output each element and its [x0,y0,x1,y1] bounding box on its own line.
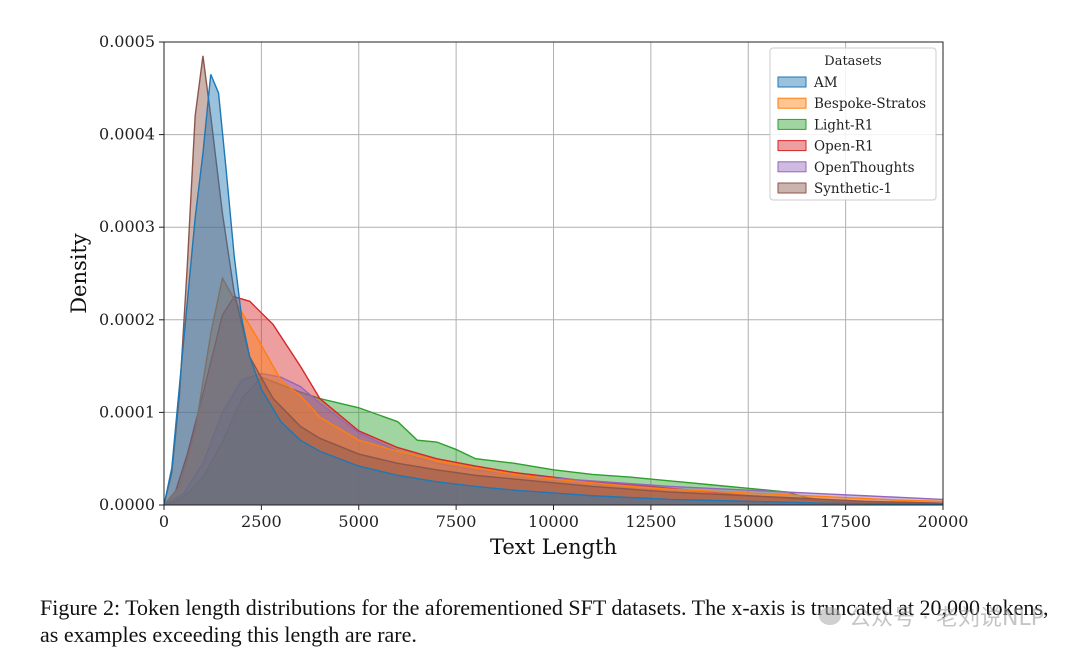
x-tick-label: 2500 [241,512,282,531]
legend-title: Datasets [824,54,881,69]
x-tick-label: 15000 [723,512,774,531]
x-tick-label: 12500 [625,512,676,531]
legend-swatch-bespoke-stratos [777,97,807,109]
series-area-open-r1 [164,296,943,505]
series-area-bespoke-stratos [164,278,943,505]
density-chart: 0 2500 5000 7500 10000 12500 15000 17500 20000 0.… [67,32,968,559]
legend-label-am: AM [813,75,838,91]
legend-box [769,47,937,201]
legend-label-light-r1: Light-R1 [814,117,873,133]
x-tick-label: 7500 [436,512,477,531]
legend-label-bespoke-stratos: Bespoke-Stratos [814,96,926,112]
series-area-synthetic-1 [164,55,943,505]
legend-swatch-light-r1 [777,118,807,130]
watermark-text: 公众号 · 老刘说NLP [849,606,1044,631]
y-tick-label: 0.0000 [99,495,155,514]
legend-label-openthoughts: OpenThoughts [814,160,915,176]
x-tick-label: 0 [159,512,169,531]
y-tick-label: 0.0005 [99,32,155,51]
y-tick-label: 0.0002 [99,310,155,329]
series-line-light-r1 [163,376,944,506]
figure-caption: Figure 2: Token length distributions for… [40,595,1049,647]
series-line-bespoke-stratos [163,276,944,506]
legend-swatch-am [777,76,807,88]
x-tick-label: 20000 [918,512,969,531]
legend-swatch-open-r1 [777,140,807,152]
x-tick-label: 10000 [528,512,579,531]
legend-label-synthetic-1: Synthetic-1 [814,181,892,197]
x-tick-label: 5000 [338,512,379,531]
x-axis-title: Text Length [490,535,617,559]
legend: Datasets AM Bespoke-Stratos Light-R1 Open-R… [769,47,937,201]
legend-swatch-openthoughts [777,161,807,173]
y-tick-label: 0.0004 [99,125,155,144]
axis-ticks: 0 2500 5000 7500 10000 12500 15000 17500 20000 0.… [99,32,968,531]
y-tick-label: 0.0001 [99,402,155,421]
watermark: 公众号 · 老刘说NLP [819,600,1044,632]
series-area-openthoughts [164,373,943,505]
series-line-synthetic-1 [163,55,944,506]
legend-label-open-r1: Open-R1 [814,139,874,155]
series-area-light-r1 [164,377,943,505]
y-axis-title: Density [67,233,91,314]
x-tick-label: 17500 [820,512,871,531]
series-areas [163,55,944,506]
series-line-openthoughts [163,372,944,506]
chart-svg: 0 2500 5000 7500 10000 12500 15000 17500 20000 0.… [67,32,968,559]
series-line-am [163,74,944,506]
legend-swatch-synthetic-1 [777,182,807,194]
y-tick-label: 0.0003 [99,217,155,236]
wechat-logo-icon [819,607,842,625]
series-area-am [164,74,943,505]
